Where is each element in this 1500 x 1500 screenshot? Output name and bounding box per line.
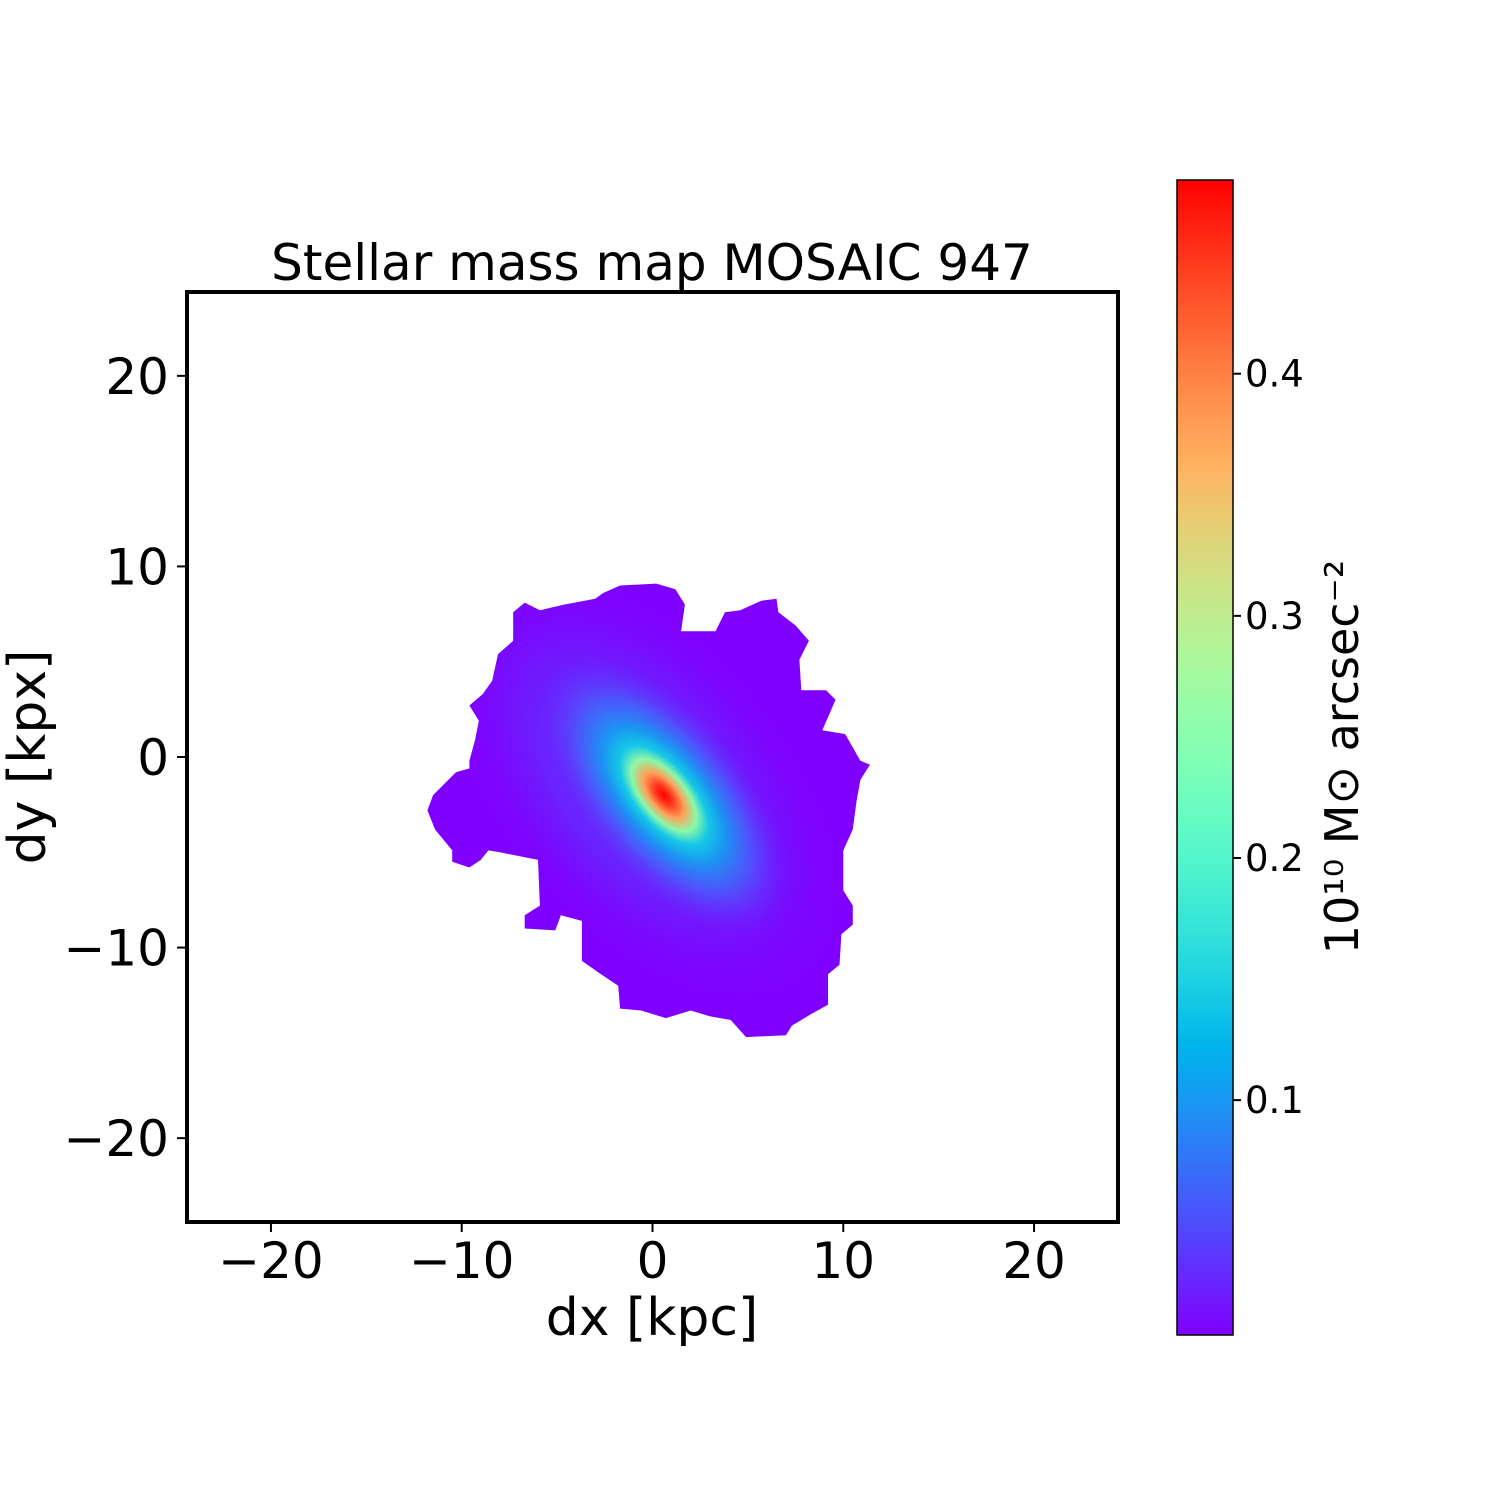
chart-title: Stellar mass map MOSAIC 947 [271,234,1033,292]
x-axis-label: dx [kpc] [546,1288,759,1348]
colorbar-ticks: 0.1 0.2 0.3 0.4 [1233,353,1304,1122]
x-axis-ticks: −20 −10 0 10 20 [218,1222,1066,1290]
colorbar-tick-label: 0.1 [1245,1079,1304,1122]
y-axis-ticks: −20 −10 0 10 20 [63,348,187,1168]
mass-map-image [427,583,870,1038]
x-tick-label: −20 [218,1232,324,1290]
colorbar: 0.1 0.2 0.3 0.4 10¹⁰ M⊙ arcsec⁻² [1176,179,1369,1336]
y-tick-label: 10 [105,538,169,596]
y-tick-label: −10 [63,920,169,978]
colorbar-tick-label: 0.3 [1245,595,1304,638]
y-axis-label: dy [kpx] [0,650,58,865]
x-tick-label: −10 [409,1232,515,1290]
colorbar-gradient [1176,179,1234,1336]
plot-area: −20 −10 0 10 20 −20 −10 0 10 20 [63,290,1120,1290]
x-tick-label: 10 [811,1232,875,1290]
y-tick-label: −20 [63,1110,169,1168]
y-tick-label: 20 [105,348,169,406]
y-tick-label: 0 [137,729,169,787]
galaxy-core [529,645,799,945]
colorbar-tick-label: 0.4 [1245,353,1304,396]
x-tick-label: 20 [1002,1232,1066,1290]
colorbar-label: 10¹⁰ M⊙ arcsec⁻² [1315,560,1369,955]
x-tick-label: 0 [637,1232,669,1290]
colorbar-tick-label: 0.2 [1245,837,1304,880]
